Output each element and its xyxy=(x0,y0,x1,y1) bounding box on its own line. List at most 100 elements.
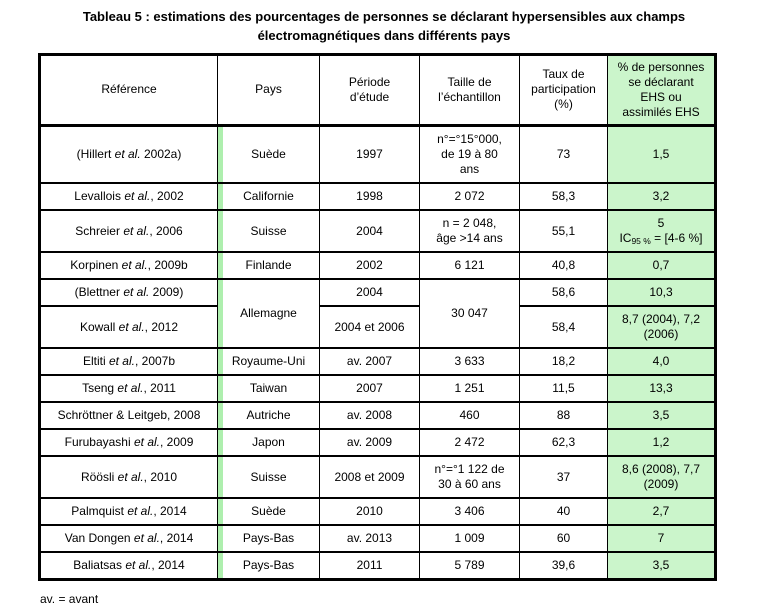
table-row: Furubayashi et al., 2009 Japon av. 2009 2 4… xyxy=(39,428,716,458)
period-cell: av. 2013 xyxy=(319,524,420,554)
participation-cell: 58,3 xyxy=(519,181,608,211)
participation-cell: 88 xyxy=(519,401,608,431)
reference-cell: Palmquist et al., 2014 xyxy=(39,497,218,527)
cell-text: 95 % xyxy=(631,235,651,246)
cell-text: 3,2 xyxy=(652,188,670,203)
cell-text: 2009) xyxy=(149,285,184,300)
period-cell: 2007 xyxy=(319,374,420,404)
cell-text: Schreier xyxy=(75,223,124,238)
period-cell: 2004 xyxy=(319,278,420,308)
cell-text: IC xyxy=(619,230,632,245)
cell-text: n°=°15°000, de 19 à 80 ans xyxy=(437,131,502,176)
ehs-cell: 4,0 xyxy=(607,347,716,377)
cell-text: 62,3 xyxy=(551,435,576,450)
reference-cell: Kowall et al., 2012 xyxy=(39,305,218,350)
table-row: Tseng et al., 2011 Taiwan 2007 1 251 11,5 13,… xyxy=(39,374,716,404)
sample-cell: n°=°15°000, de 19 à 80 ans xyxy=(419,124,520,184)
cell-text: , 2014 xyxy=(159,531,194,546)
country-cell: Finlande xyxy=(217,251,320,281)
period-cell: 2004 xyxy=(319,208,420,254)
cell-text: et al. xyxy=(123,223,150,238)
cell-text: et al. xyxy=(118,319,145,334)
cell-text: 5 xyxy=(657,215,665,230)
cell-text: 1,5 xyxy=(652,146,670,161)
reference-cell: (Hillert et al. 2002a) xyxy=(39,124,218,184)
ehs-prevalence-table: Référence Pays Période d’étude Taille de… xyxy=(38,52,717,582)
cell-text: 1997 xyxy=(356,146,383,161)
table-row: Baliatsas et al., 2014 Pays-Bas 2011 5 789 3… xyxy=(39,551,716,581)
period-cell: av. 2009 xyxy=(319,428,420,458)
country-cell: Californie xyxy=(217,181,320,211)
cell-text: 2004 et 2006 xyxy=(334,319,405,334)
cell-text: 11,5 xyxy=(552,381,575,396)
ehs-cell: 1,5 xyxy=(607,124,716,184)
table-row: (Hillert et al. 2002a) Suède 1997 n°=°15°00… xyxy=(39,124,716,184)
table-row: Korpinen et al., 2009b Finlande 2002 6 121 4… xyxy=(39,251,716,281)
reference-cell: Eltiti et al., 2007b xyxy=(39,347,218,377)
ehs-cell: 3,5 xyxy=(607,551,716,581)
cell-text: 7 xyxy=(657,531,665,546)
country-cell: Autriche xyxy=(217,401,320,431)
cell-text: 40 xyxy=(556,504,571,519)
cell-text: , 2010 xyxy=(143,469,178,484)
reference-cell: Furubayashi et al., 2009 xyxy=(39,428,218,458)
cell-text: 58,4 xyxy=(551,319,576,334)
cell-text: 1 251 xyxy=(454,381,485,396)
participation-cell: 60 xyxy=(519,524,608,554)
ehs-cell: 5 IC95 % = [4-6 %] xyxy=(607,208,716,254)
cell-text: et al. xyxy=(121,258,148,273)
cell-text: 8,6 (2008), 7,7 (2009) xyxy=(621,462,701,492)
cell-text: Finlande xyxy=(245,258,292,273)
table-row: Eltiti et al., 2007b Royaume-Uni av. 2007 3… xyxy=(39,347,716,377)
participation-cell: 18,2 xyxy=(519,347,608,377)
cell-text: 37 xyxy=(556,469,571,484)
cell-text: 2011 xyxy=(356,558,383,573)
participation-cell: 58,4 xyxy=(519,305,608,350)
country-cell: Suède xyxy=(217,497,320,527)
cell-text: et al. xyxy=(114,146,141,161)
ehs-cell: 3,5 xyxy=(607,401,716,431)
cell-text: 13,3 xyxy=(649,381,673,396)
cell-text: et al. xyxy=(124,188,151,203)
cell-text: 2002 xyxy=(356,258,383,273)
table-row: Schreier et al., 2006 Suisse 2004 n = 2 048… xyxy=(39,208,716,254)
country-cell: Royaume-Uni xyxy=(217,347,320,377)
participation-cell: 73 xyxy=(519,124,608,184)
cell-text: Californie xyxy=(243,188,294,203)
cell-text: Suisse xyxy=(250,469,287,484)
ehs-cell: 0,7 xyxy=(607,251,716,281)
cell-text: n°=°1 122 de 30 à 60 ans xyxy=(434,462,505,492)
cell-text: av. 2009 xyxy=(346,435,393,450)
cell-text: et al. xyxy=(123,285,150,300)
cell-text: 3,5 xyxy=(652,408,670,423)
period-cell: 1998 xyxy=(319,181,420,211)
cell-text: Tseng xyxy=(82,381,118,396)
cell-text: 30 047 xyxy=(451,306,488,321)
ehs-cell: 10,3 xyxy=(607,278,716,308)
period-cell: 1997 xyxy=(319,124,420,184)
participation-cell: 58,6 xyxy=(519,278,608,308)
table-row: Schröttner & Leitgeb, 2008 Autriche av. 20… xyxy=(39,401,716,431)
participation-cell: 11,5 xyxy=(519,374,608,404)
participation-cell: 40 xyxy=(519,497,608,527)
cell-text: Allemagne xyxy=(240,306,297,321)
cell-text: Furubayashi xyxy=(64,435,134,450)
cell-text: Levallois xyxy=(74,188,125,203)
reference-cell: Röösli et al., 2010 xyxy=(39,455,218,500)
ehs-cell: 2,7 xyxy=(607,497,716,527)
reference-cell: Tseng et al., 2011 xyxy=(39,374,218,404)
reference-cell: Schreier et al., 2006 xyxy=(39,208,218,254)
cell-text: Baliatsas xyxy=(73,558,126,573)
reference-cell: Levallois et al., 2002 xyxy=(39,181,218,211)
cell-text: 18,2 xyxy=(551,354,576,369)
table-header-row: Référence Pays Période d’étude Taille de… xyxy=(39,53,716,127)
cell-text: 3 406 xyxy=(454,504,485,519)
sample-cell: 3 406 xyxy=(419,497,520,527)
cell-text: , 2011 xyxy=(143,381,176,396)
cell-text: 2,7 xyxy=(652,504,670,519)
cell-text: , 2009b xyxy=(147,258,188,273)
reference-cell: (Blettner et al. 2009) xyxy=(39,278,218,308)
cell-text: 88 xyxy=(556,408,571,423)
country-cell: Pays-Bas xyxy=(217,551,320,581)
